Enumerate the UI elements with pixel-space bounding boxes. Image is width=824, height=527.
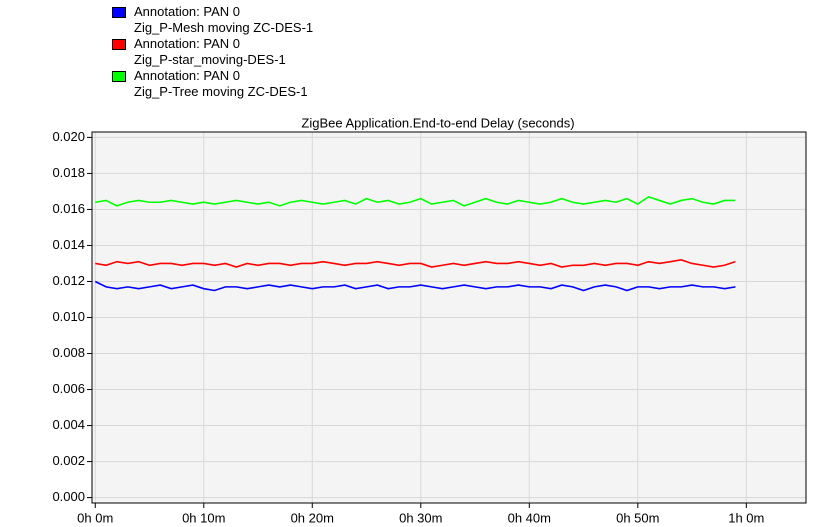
x-tick-label: 0h 0m — [77, 510, 113, 525]
series-line — [95, 259, 736, 268]
legend-swatch — [112, 39, 126, 50]
y-tick-label: 0.014 — [52, 237, 85, 252]
legend-swatch — [112, 7, 126, 18]
legend-label: Annotation: PAN 0 Zig_P-Mesh moving ZC-D… — [134, 4, 314, 35]
x-tick-label: 0h 40m — [508, 510, 551, 525]
y-tick-label: 0.008 — [52, 345, 85, 360]
legend-swatch — [112, 71, 126, 82]
x-tick-label: 0h 10m — [182, 510, 225, 525]
chart-title: ZigBee Application.End-to-end Delay (sec… — [301, 115, 574, 130]
series-line — [94, 280, 736, 292]
y-tick-label: 0.012 — [52, 273, 85, 288]
y-tick-label: 0.016 — [52, 201, 85, 216]
x-tick-label: 0h 20m — [291, 510, 334, 525]
x-tick-label: 1h 0m — [728, 510, 764, 525]
y-tick-label: 0.010 — [52, 309, 85, 324]
plot-border — [91, 131, 807, 504]
y-tick-label: 0.006 — [52, 381, 85, 396]
legend-label: Annotation: PAN 0 Zig_P-star_moving-DES-… — [134, 36, 286, 67]
legend-entry: Annotation: PAN 0 Zig_P-star_moving-DES-… — [112, 36, 286, 68]
legend-entry: Annotation: PAN 0 Zig_P-Mesh moving ZC-D… — [112, 4, 313, 36]
y-tick-label: 0.002 — [52, 453, 85, 468]
y-tick-label: 0.018 — [52, 165, 85, 180]
y-tick-label: 0.020 — [52, 129, 85, 144]
legend-entry: Annotation: PAN 0 Zig_P-Tree moving ZC-D… — [112, 68, 308, 100]
legend-label: Annotation: PAN 0 Zig_P-Tree moving ZC-D… — [134, 68, 308, 99]
x-tick-label: 0h 50m — [616, 510, 659, 525]
x-tick-label: 0h 30m — [399, 510, 442, 525]
y-tick-label: 0.004 — [52, 417, 85, 432]
series-line — [95, 195, 736, 207]
y-tick-label: 0.000 — [52, 489, 85, 504]
